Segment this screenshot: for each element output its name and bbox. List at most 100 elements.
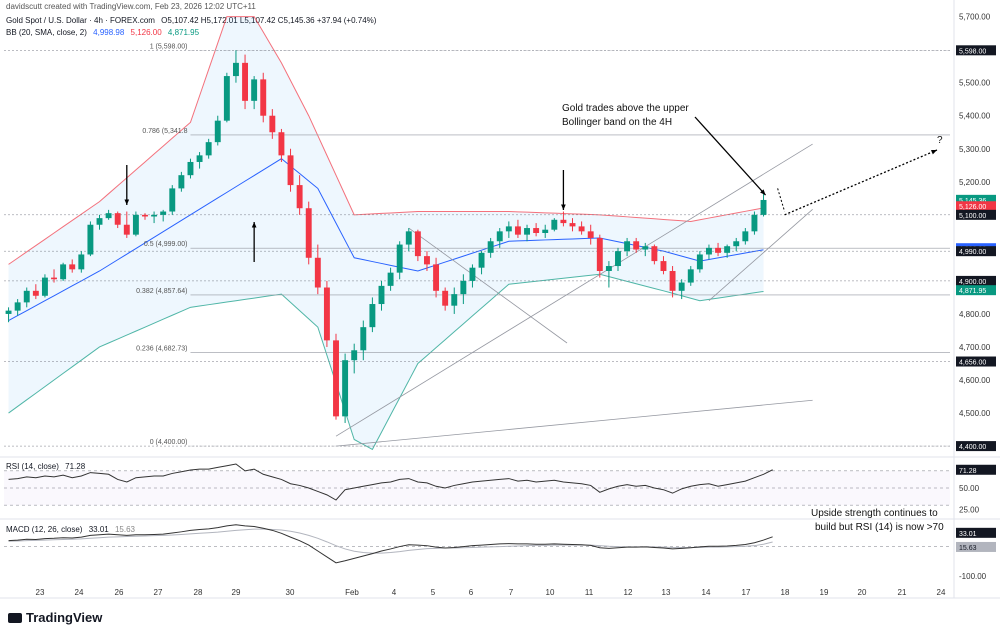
candle-body[interactable] xyxy=(551,219,558,230)
candle-body[interactable] xyxy=(733,241,740,247)
candle-body[interactable] xyxy=(396,244,403,273)
candle-body[interactable] xyxy=(705,247,712,255)
candle-body[interactable] xyxy=(660,261,667,271)
rsi-label[interactable]: RSI (14, close) xyxy=(6,462,59,471)
price-axis-badge[interactable] xyxy=(956,194,996,205)
candle-body[interactable] xyxy=(760,199,767,215)
candle-body[interactable] xyxy=(715,247,722,253)
candle-body[interactable] xyxy=(696,254,703,270)
candle-body[interactable] xyxy=(542,229,549,233)
candle-body[interactable] xyxy=(624,241,631,252)
candle-body[interactable] xyxy=(633,241,640,250)
price-axis-badge[interactable] xyxy=(956,275,996,286)
candle-body[interactable] xyxy=(587,231,594,238)
bb-label[interactable]: BB (20, SMA, close, 2) xyxy=(6,28,87,37)
rsi-axis-badge[interactable] xyxy=(956,464,996,475)
candle-body[interactable] xyxy=(142,214,148,217)
candle-body[interactable] xyxy=(123,224,130,235)
bb-upper-line[interactable] xyxy=(8,16,764,265)
macd-line[interactable] xyxy=(8,524,773,564)
candle-body[interactable] xyxy=(296,185,303,209)
candle-body[interactable] xyxy=(160,211,167,215)
macd-axis-badge[interactable] xyxy=(956,541,996,552)
candle-body[interactable] xyxy=(560,219,567,224)
candle-body[interactable] xyxy=(323,287,330,341)
candle-body[interactable] xyxy=(514,226,521,235)
candle-body[interactable] xyxy=(451,294,458,306)
candle-body[interactable] xyxy=(605,266,612,271)
candle-body[interactable] xyxy=(742,231,749,242)
candle-body[interactable] xyxy=(260,79,267,116)
candle-body[interactable] xyxy=(596,237,603,271)
candle-body[interactable] xyxy=(442,290,449,306)
price-axis-badge[interactable] xyxy=(956,45,996,56)
candle-body[interactable] xyxy=(360,327,367,351)
candle-body[interactable] xyxy=(169,188,176,212)
price-axis-badge[interactable] xyxy=(956,209,996,220)
candle-body[interactable] xyxy=(615,251,621,267)
price-axis-badge[interactable] xyxy=(956,356,996,367)
gold-note-arrow[interactable] xyxy=(694,116,767,196)
candle-body[interactable] xyxy=(32,290,39,296)
candle-body[interactable] xyxy=(196,155,203,162)
rsi-line[interactable] xyxy=(8,463,773,501)
candle-body[interactable] xyxy=(232,62,239,77)
candle-body[interactable] xyxy=(305,208,312,258)
candle-body[interactable] xyxy=(287,155,294,186)
candle-body[interactable] xyxy=(569,223,576,227)
candle-body[interactable] xyxy=(414,231,421,257)
candle-body[interactable] xyxy=(23,290,30,303)
tradingview-logo[interactable]: TradingView xyxy=(8,610,102,625)
candle-body[interactable] xyxy=(187,161,194,176)
bb-lower-line[interactable] xyxy=(8,273,764,451)
trendline[interactable] xyxy=(408,227,568,344)
candle-body[interactable] xyxy=(687,269,694,283)
candle-body[interactable] xyxy=(342,360,349,417)
candle-body[interactable] xyxy=(642,246,649,250)
candle-body[interactable] xyxy=(132,214,139,235)
candle-body[interactable] xyxy=(505,226,512,232)
candle-body[interactable] xyxy=(469,267,476,281)
candle-body[interactable] xyxy=(178,175,185,189)
candle-body[interactable] xyxy=(78,254,85,270)
price-axis-badge[interactable] xyxy=(956,441,996,452)
candle-body[interactable] xyxy=(151,214,158,217)
macd-signal-line[interactable] xyxy=(8,528,773,554)
candle-body[interactable] xyxy=(69,264,76,270)
candle-body[interactable] xyxy=(41,277,48,296)
candle-body[interactable] xyxy=(5,310,12,314)
candle-body[interactable] xyxy=(424,256,430,265)
candle-body[interactable] xyxy=(333,340,339,417)
candle-body[interactable] xyxy=(114,213,121,225)
candle-body[interactable] xyxy=(478,252,485,268)
candle-body[interactable] xyxy=(533,228,540,233)
candle-body[interactable] xyxy=(51,277,57,280)
candle-body[interactable] xyxy=(369,304,376,328)
candle-body[interactable] xyxy=(269,115,276,133)
candle-body[interactable] xyxy=(314,257,321,288)
trendline[interactable] xyxy=(335,399,813,447)
candle-body[interactable] xyxy=(578,226,585,232)
candle-body[interactable] xyxy=(405,231,412,245)
candle-body[interactable] xyxy=(651,246,658,262)
macd-label[interactable]: MACD (12, 26, close) xyxy=(6,525,83,534)
candle-body[interactable] xyxy=(433,264,440,291)
candle-body[interactable] xyxy=(351,350,358,361)
candle-body[interactable] xyxy=(751,214,758,232)
candle-body[interactable] xyxy=(242,62,249,101)
projection-arrow[interactable] xyxy=(784,149,938,216)
candle-body[interactable] xyxy=(524,228,530,235)
candle-body[interactable] xyxy=(251,79,258,101)
candle-body[interactable] xyxy=(105,213,112,219)
price-axis-badge[interactable] xyxy=(956,246,996,257)
candle-body[interactable] xyxy=(214,120,221,143)
candle-body[interactable] xyxy=(460,280,467,295)
price-axis-badge[interactable] xyxy=(956,285,996,296)
candle-body[interactable] xyxy=(669,270,676,291)
macd-axis-badge[interactable] xyxy=(956,527,996,538)
candle-body[interactable] xyxy=(678,282,685,291)
candle-body[interactable] xyxy=(96,218,103,225)
price-axis-badge[interactable] xyxy=(956,201,996,212)
candle-body[interactable] xyxy=(724,246,731,253)
candle-body[interactable] xyxy=(14,302,21,311)
